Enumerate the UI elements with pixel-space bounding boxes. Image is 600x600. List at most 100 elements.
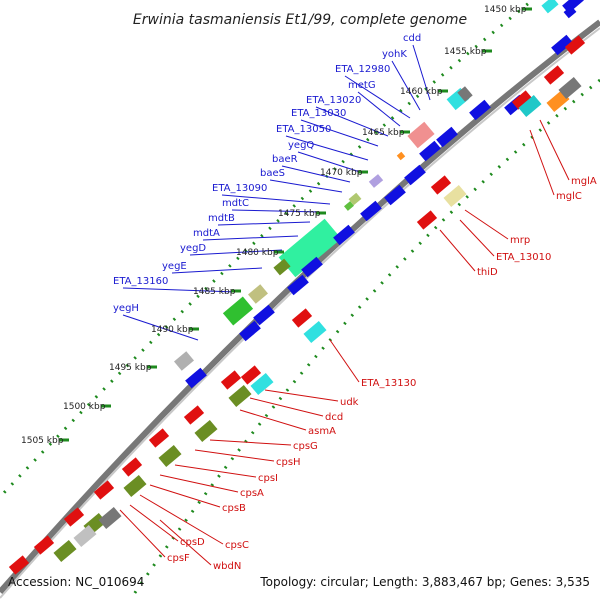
label-leader-line [459,219,495,257]
label-leader-line [122,314,199,341]
label-leader-line [464,209,509,240]
gene-block [222,296,254,326]
label-leader-line [239,409,307,431]
label-leader-line [174,464,257,478]
gene-label-cpsA: cpsA [240,488,264,499]
gene-block [457,86,473,102]
gene-block [53,539,77,563]
label-leader-line [281,165,351,183]
label-leader-line [529,129,555,196]
gene-block [344,201,354,211]
label-leader-line [139,494,224,545]
gene-arrow-reverse [240,365,262,385]
label-leader-line [249,397,324,417]
gene-block [278,218,342,278]
gene-label-mglC: mglC [556,191,582,202]
gene-block [396,151,406,161]
gene-label-asmA: asmA [308,426,336,437]
kbp-label: 1500 kbp [63,402,106,412]
label-leader-line [159,519,212,566]
gene-label-thiD: thiD [477,267,498,278]
kbp-label: 1455 kbp [444,47,487,57]
gene-label-mdtB: mdtB [208,213,235,224]
inner-tick-track [128,78,600,600]
gene-block [348,192,362,206]
gene-arrow-forward [436,126,458,148]
gene-label-cpsH: cpsH [276,457,301,468]
gene-block [518,94,542,118]
gene-arrow-forward [333,224,355,246]
gene-label-udk: udk [340,397,359,408]
gene-label-mdtA: mdtA [193,228,220,239]
gene-label-metG: metG [348,80,376,91]
kbp-label: 1450 kbp [484,5,527,15]
gene-label-ETA_13090: ETA_13090 [212,183,267,194]
gene-arrow-reverse [416,210,438,230]
label-leader-line [539,119,570,181]
gene-block [541,0,559,14]
gene-block [228,384,252,408]
label-leader-line [412,44,431,101]
gene-block [174,351,194,371]
gene-label-cpsB: cpsB [222,503,246,514]
gene-arrow-reverse [93,480,115,500]
gene-arrow-reverse [63,507,85,527]
map-title: Erwinia tasmaniensis Et1/99, complete ge… [133,12,467,28]
gene-label-cpsF: cpsF [167,553,190,564]
gene-label-mdtC: mdtC [222,198,249,209]
label-leader-line [231,209,321,213]
label-leader-line [171,267,263,274]
kbp-label: 1475 kbp [278,209,321,219]
gene-block [273,258,291,276]
gene-block [248,284,268,304]
gene-arrow-reverse [291,308,313,328]
gene-block [158,444,182,468]
gene-arrow-reverse [8,555,30,575]
label-leader-line [439,229,476,272]
label-leader-line [315,106,389,137]
gene-label-ETA_13160: ETA_13160 [113,276,168,287]
gene-block [250,372,274,396]
kbp-label: 1470 kbp [320,168,363,178]
gene-label-ETA_13010: ETA_13010 [496,252,551,263]
gene-label-cpsG: cpsG [293,441,318,452]
gene-label-ETA_13030: ETA_13030 [291,108,346,119]
gene-label-ETA_13020: ETA_13020 [306,95,361,106]
kbp-label: 1495 kbp [109,363,152,373]
gene-block [194,419,218,443]
gene-arrow-forward [384,184,406,206]
gene-label-mrp: mrp [510,235,530,246]
gene-arrow-forward [562,0,584,14]
gene-label-yegE: yegE [162,261,187,272]
label-leader-line [209,439,292,446]
label-leader-line [264,389,339,402]
gene-label-baeR: baeR [272,154,298,165]
label-leader-line [159,474,239,493]
gene-arrow-reverse [148,428,170,448]
label-leader-line [122,287,237,293]
gene-label-ETA_13130: ETA_13130 [361,378,416,389]
label-leader-line [344,75,411,119]
label-leader-line [189,249,283,256]
gene-label-cpsI: cpsI [258,473,278,484]
kbp-label: 1505 kbp [21,436,64,446]
gene-arrow-forward [301,256,323,278]
gene-label-mglA: mglA [571,176,597,187]
topology-text: Topology: circular; Length: 3,883,467 bp… [259,575,590,589]
label-leader-line [300,119,379,147]
label-leader-line [129,504,179,542]
gene-arrow-reverse [220,370,242,390]
label-leader-line [391,60,421,111]
gene-label-wbdN: wbdN [213,561,241,572]
gene-arrow-forward [239,320,261,342]
gene-label-cdd: cdd [403,33,421,44]
gene-arrow-forward [287,274,309,296]
gene-block [303,320,327,344]
gene-arrow-reverse [543,65,565,85]
label-leader-line [194,449,275,462]
gene-label-yegD: yegD [180,243,206,254]
label-leader-line [217,221,311,226]
gene-arrow-forward [185,367,207,389]
